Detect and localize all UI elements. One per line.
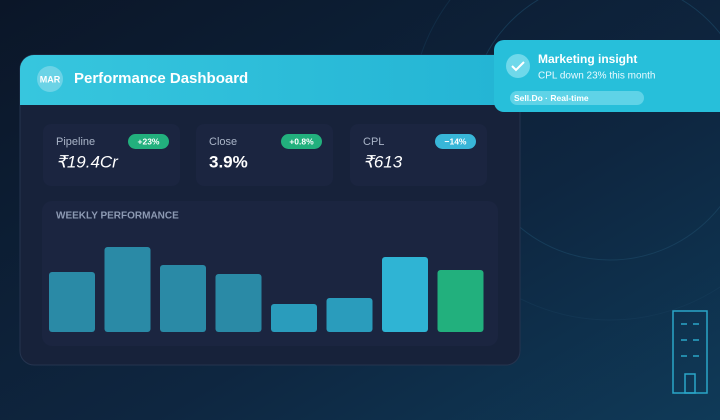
check-circle bbox=[506, 54, 530, 78]
kpi-badge-bg bbox=[281, 134, 322, 149]
card-header bbox=[20, 55, 520, 105]
kpi-label: CPL bbox=[363, 136, 384, 148]
avatar bbox=[37, 66, 63, 92]
bar bbox=[215, 274, 262, 332]
kpi-badge-bg bbox=[435, 134, 476, 149]
kpi-badge: +23% bbox=[138, 136, 160, 146]
bar bbox=[104, 247, 151, 332]
kpi-value: ₹19.4Cr bbox=[56, 152, 119, 171]
kpi-badge-bg bbox=[128, 134, 169, 149]
kpi-label: Close bbox=[209, 136, 237, 148]
bar bbox=[160, 265, 206, 332]
bar bbox=[437, 270, 484, 332]
kpi-badge: +0.8% bbox=[289, 136, 314, 146]
bar-chart bbox=[49, 247, 484, 332]
kpi-value: 3.9% bbox=[209, 152, 248, 171]
kpi-value: ₹613 bbox=[363, 152, 403, 171]
check-icon bbox=[511, 61, 525, 72]
bar bbox=[49, 272, 95, 332]
building-icon bbox=[672, 310, 708, 394]
notification-tag-bg bbox=[510, 91, 644, 105]
bar bbox=[382, 257, 428, 332]
kpi-badge: −14% bbox=[445, 136, 467, 146]
bar bbox=[326, 298, 373, 332]
bar bbox=[271, 304, 317, 332]
avatar-text: MAR bbox=[40, 74, 61, 84]
notification-text: CPL down 23% this month bbox=[538, 71, 655, 82]
chart-title: WEEKLY PERFORMANCE bbox=[56, 211, 179, 222]
dashboard-title: Performance Dashboard bbox=[74, 70, 248, 87]
notification-tag: Sell.Do · Real-time bbox=[514, 93, 589, 103]
notification-title: Marketing insight bbox=[538, 52, 637, 66]
kpi-row: Pipeline ₹19.4Cr +23% Close 3.9% +0.8% CPL ₹613… bbox=[43, 124, 487, 186]
kpi-label: Pipeline bbox=[56, 136, 95, 148]
